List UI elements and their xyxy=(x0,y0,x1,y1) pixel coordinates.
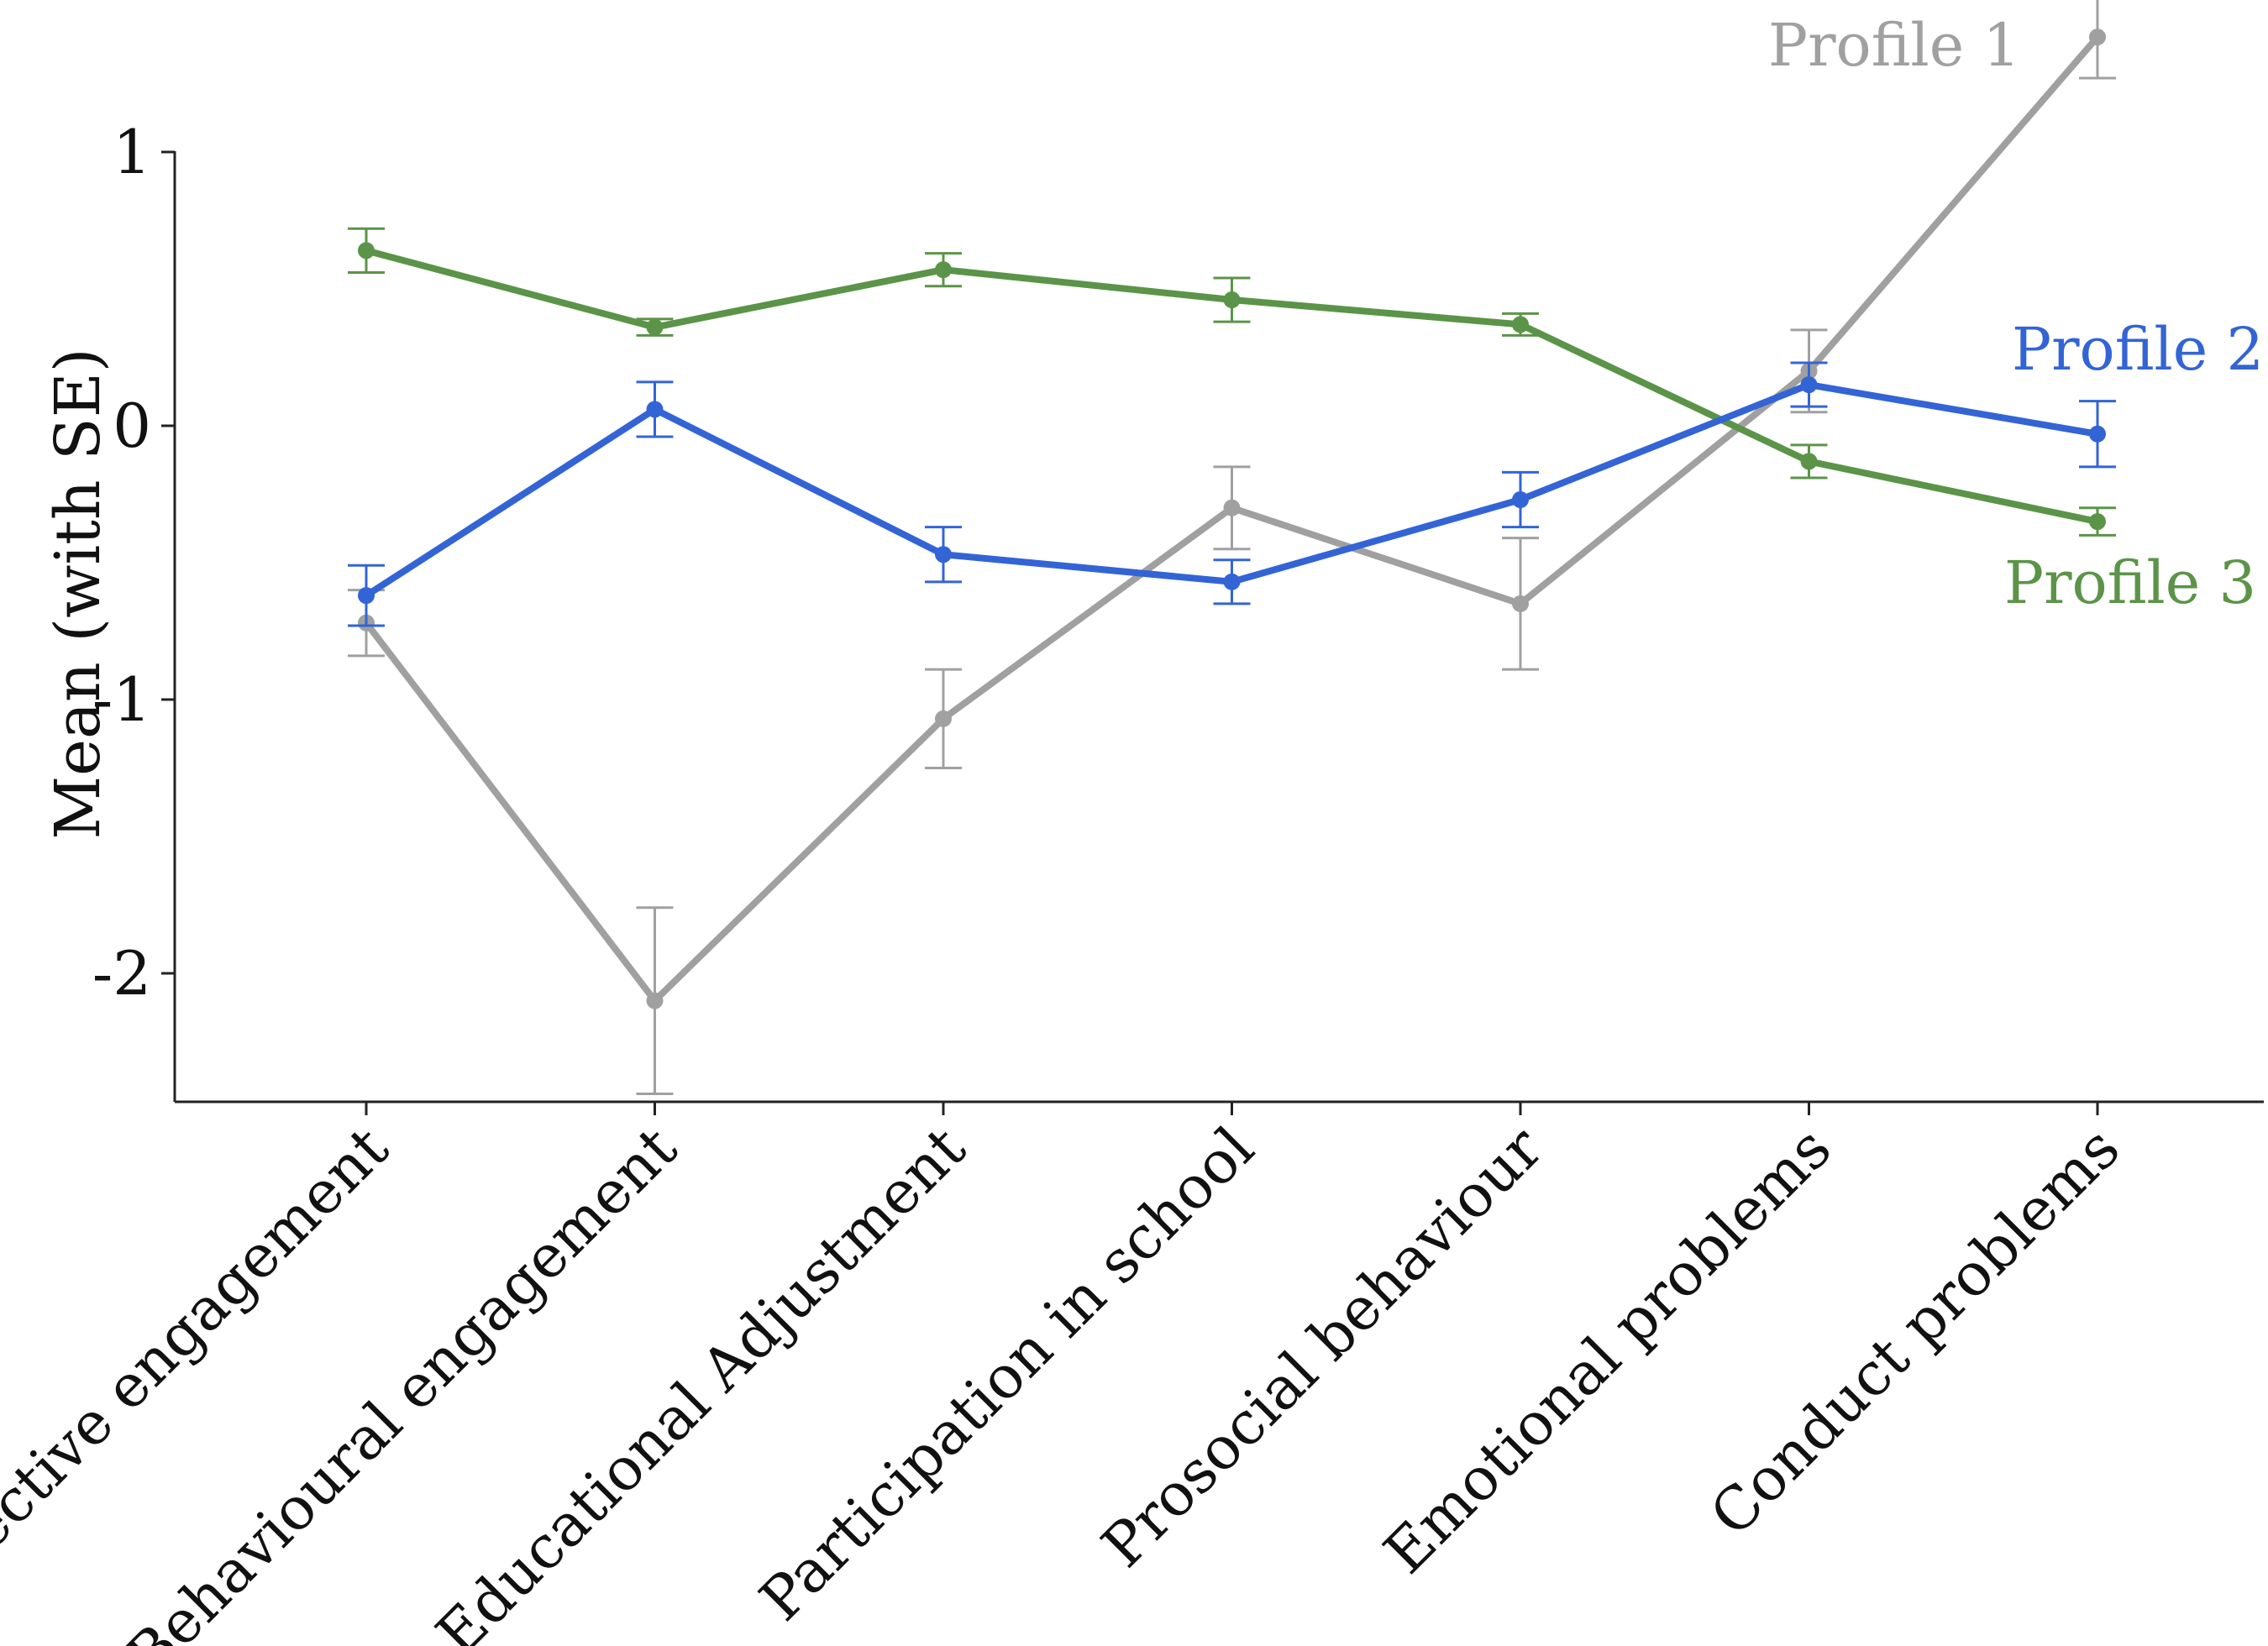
data-point xyxy=(1223,291,1241,309)
series-label: Profile 2 xyxy=(2012,315,2264,384)
data-point xyxy=(2089,425,2106,443)
data-point xyxy=(935,261,952,279)
y-tick-label: 1 xyxy=(113,117,151,187)
data-point xyxy=(1512,316,1529,333)
x-tick-label: Affective engagement xyxy=(0,1114,402,1622)
y-tick-label: 0 xyxy=(113,391,151,461)
data-point xyxy=(2089,513,2106,531)
data-point xyxy=(1800,453,1818,470)
data-point xyxy=(935,546,952,564)
series-3: Profile 3 xyxy=(348,227,2256,617)
y-axis-title: Mean (with SE) xyxy=(42,348,114,839)
data-point xyxy=(358,587,375,605)
data-point xyxy=(646,318,664,336)
data-point xyxy=(2089,29,2106,46)
data-point xyxy=(1512,595,1529,612)
data-point xyxy=(1223,573,1241,590)
x-tick-label: Behavioural engagement xyxy=(113,1114,690,1646)
data-point xyxy=(935,710,952,727)
series-layer: Profile 1 Profile 3 Profile 2 xyxy=(348,0,2264,1095)
series-label: Profile 1 xyxy=(1768,11,2020,80)
y-tick-label: -1 xyxy=(92,664,151,735)
y-tick-label: -2 xyxy=(92,938,151,1009)
data-point xyxy=(1512,491,1529,509)
x-tick-label: Educational Adjustment xyxy=(423,1114,979,1646)
x-tick-label: Participation in school xyxy=(747,1114,1268,1634)
series-1: Profile 1 xyxy=(348,0,2116,1095)
data-point xyxy=(358,242,375,259)
series-2: Profile 2 xyxy=(348,315,2264,627)
data-point xyxy=(1223,499,1241,516)
series-label: Profile 3 xyxy=(2004,548,2256,617)
data-point xyxy=(1800,376,1818,394)
data-point xyxy=(646,401,664,418)
data-point xyxy=(646,992,664,1009)
